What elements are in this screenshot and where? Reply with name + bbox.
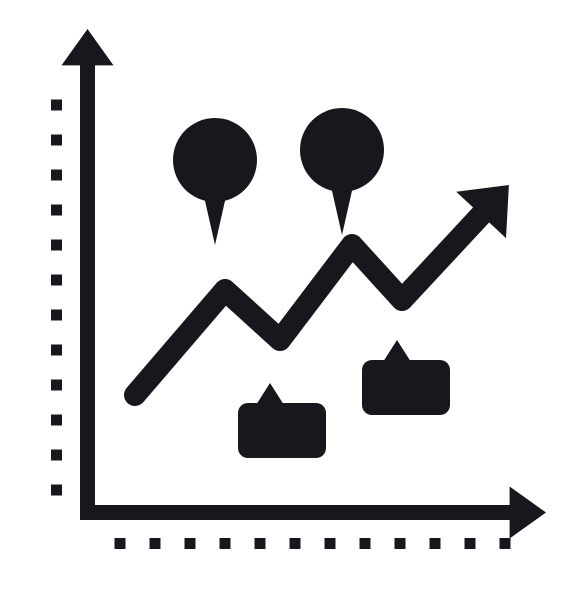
y-tick	[51, 100, 62, 111]
y-tick	[51, 310, 62, 321]
speech-box-icon	[362, 360, 450, 415]
y-tick	[51, 240, 62, 251]
y-tick	[51, 275, 62, 286]
y-tick	[51, 170, 62, 181]
map-pin-icon	[300, 108, 384, 192]
y-tick	[51, 345, 62, 356]
y-axis-arrow	[62, 29, 114, 65]
x-tick	[150, 538, 161, 549]
x-tick	[185, 538, 196, 549]
x-tick	[325, 538, 336, 549]
x-tick	[430, 538, 441, 549]
x-tick	[290, 538, 301, 549]
y-tick	[51, 485, 62, 496]
speech-box-icon	[238, 403, 326, 458]
map-pin-icon	[173, 118, 257, 202]
x-tick	[255, 538, 266, 549]
y-tick	[51, 415, 62, 426]
y-tick	[51, 380, 62, 391]
x-tick	[360, 538, 371, 549]
y-tick	[51, 135, 62, 146]
speech-pointer	[256, 383, 284, 405]
x-axis-arrow	[510, 487, 546, 539]
trend-chart-glyph-icon	[0, 0, 570, 600]
x-tick	[500, 538, 511, 549]
x-axis	[80, 505, 520, 520]
y-tick	[51, 205, 62, 216]
x-tick	[465, 538, 476, 549]
chart-svg	[0, 0, 570, 600]
x-tick	[220, 538, 231, 549]
y-axis	[80, 55, 95, 520]
y-tick	[51, 450, 62, 461]
speech-pointer	[383, 340, 411, 362]
x-tick	[115, 538, 126, 549]
x-tick	[395, 538, 406, 549]
